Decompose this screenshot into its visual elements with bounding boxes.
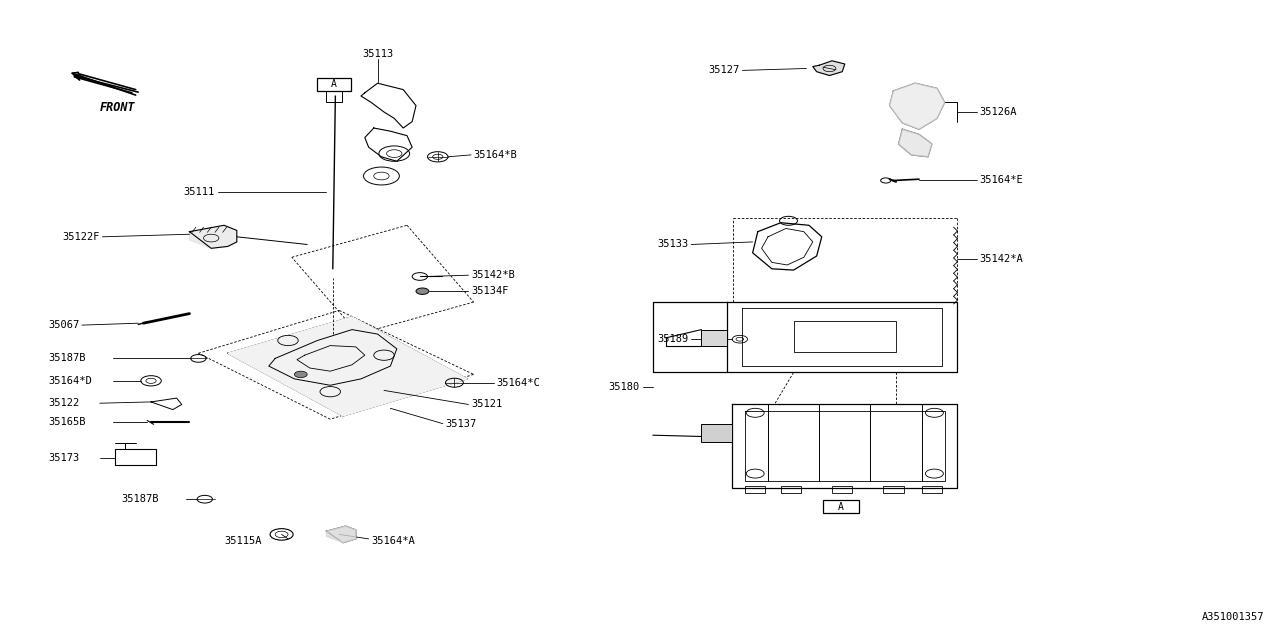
Bar: [701, 424, 732, 442]
Text: 35187B: 35187B: [122, 494, 159, 504]
Text: 35122F: 35122F: [63, 232, 100, 242]
Text: 35122: 35122: [49, 398, 79, 408]
Polygon shape: [269, 330, 397, 385]
Polygon shape: [189, 225, 237, 248]
Bar: [745, 486, 765, 493]
Text: 35133: 35133: [658, 239, 689, 250]
Bar: [781, 486, 801, 493]
Bar: [883, 486, 904, 493]
Text: 35121: 35121: [471, 399, 502, 410]
Text: 35111: 35111: [184, 187, 215, 197]
Text: 35164*A: 35164*A: [371, 536, 415, 546]
Bar: [832, 486, 852, 493]
Bar: [794, 321, 896, 352]
Circle shape: [416, 288, 429, 294]
Text: 35142*B: 35142*B: [471, 270, 515, 280]
Text: 35164*C: 35164*C: [497, 378, 540, 388]
Text: FRONT: FRONT: [100, 101, 136, 114]
Text: A351001357: A351001357: [1202, 612, 1265, 622]
Bar: [823, 500, 859, 513]
Bar: [922, 486, 942, 493]
Polygon shape: [899, 129, 932, 157]
Text: A: A: [332, 79, 337, 90]
Text: 35187B: 35187B: [49, 353, 86, 364]
Bar: [115, 449, 156, 465]
Text: 35173: 35173: [49, 452, 79, 463]
Bar: [317, 78, 351, 91]
Text: 35137: 35137: [445, 419, 476, 429]
Text: 35115A: 35115A: [224, 536, 261, 546]
Polygon shape: [890, 83, 945, 129]
Bar: [701, 330, 727, 346]
Text: 35164*D: 35164*D: [49, 376, 92, 386]
Text: 35113: 35113: [362, 49, 393, 60]
Polygon shape: [813, 61, 845, 76]
Text: A: A: [838, 502, 844, 512]
Polygon shape: [228, 317, 467, 416]
Polygon shape: [326, 526, 356, 543]
Text: 35126A: 35126A: [979, 107, 1016, 117]
Text: 35165B: 35165B: [49, 417, 86, 428]
Text: 35164*E: 35164*E: [979, 175, 1023, 186]
Text: 35127: 35127: [709, 65, 740, 76]
Text: 35164*B: 35164*B: [474, 150, 517, 160]
Circle shape: [294, 371, 307, 378]
Text: 35142*A: 35142*A: [979, 254, 1023, 264]
Text: 35189: 35189: [658, 334, 689, 344]
Text: 35180: 35180: [609, 382, 640, 392]
Bar: [326, 91, 342, 102]
Text: 35067: 35067: [49, 320, 79, 330]
Text: 35134F: 35134F: [471, 286, 508, 296]
